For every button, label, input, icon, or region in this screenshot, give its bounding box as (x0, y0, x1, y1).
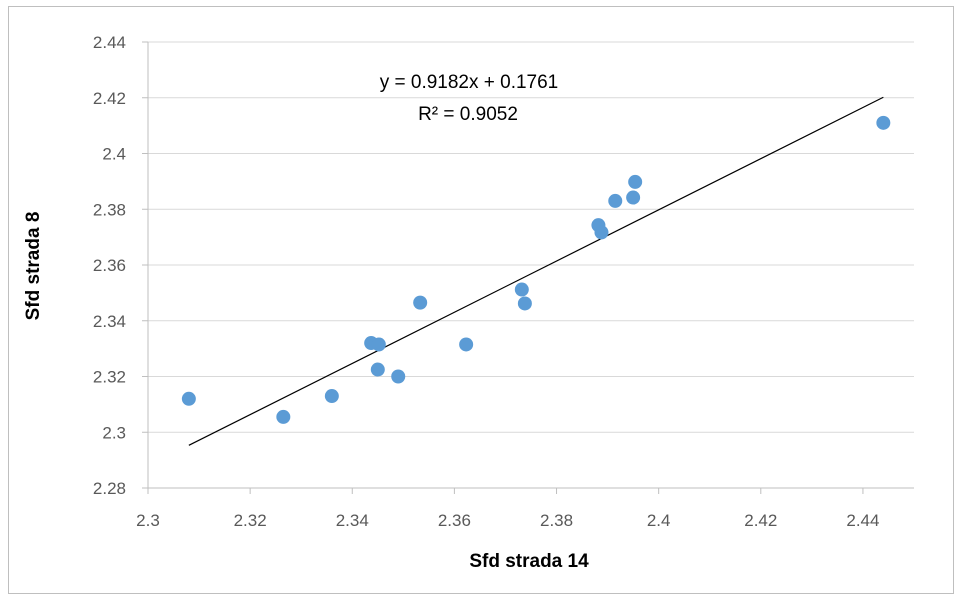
x-tick-label: 2.3 (136, 511, 160, 530)
y-tick-label: 2.34 (93, 312, 126, 331)
y-tick-label: 2.38 (93, 200, 126, 219)
y-tick-label: 2.28 (93, 479, 126, 498)
data-point (391, 369, 406, 384)
axes (142, 41, 914, 494)
x-tick-label: 2.38 (540, 511, 573, 530)
data-point (514, 282, 529, 297)
trendline-group (188, 96, 884, 446)
data-point (876, 115, 891, 130)
data-points (181, 115, 891, 424)
data-point (413, 295, 428, 310)
y-tick-label: 2.4 (102, 145, 126, 164)
trendline-equation: y = 0.9182x + 0.1761 (380, 72, 559, 93)
y-axis-ticks: 2.28 2.3 2.32 2.34 2.36 2.38 2.4 2.42 2.44 (93, 33, 126, 498)
x-tick-label: 2.4 (647, 511, 671, 530)
y-tick-label: 2.42 (93, 89, 126, 108)
data-point (517, 296, 532, 311)
trendline (188, 96, 884, 446)
data-point (181, 391, 196, 406)
data-point (324, 389, 339, 404)
x-tick-label: 2.44 (846, 511, 879, 530)
data-point (594, 225, 609, 240)
y-tick-label: 2.32 (93, 368, 126, 387)
data-point (608, 193, 623, 208)
x-axis-ticks: 2.3 2.32 2.34 2.36 2.38 2.4 2.42 2.44 (136, 511, 879, 530)
x-axis-title: Sfd strada 14 (469, 551, 589, 572)
y-tick-label: 2.36 (93, 256, 126, 275)
gridlines (148, 41, 914, 433)
y-axis-title: Sfd strada 8 (23, 212, 44, 321)
chart-frame (8, 6, 954, 594)
x-tick-label: 2.32 (234, 511, 267, 530)
data-point (276, 409, 291, 424)
y-tick-label: 2.44 (93, 33, 126, 52)
r-squared-label: R² = 0.9052 (418, 104, 518, 125)
data-point (628, 174, 643, 189)
x-tick-label: 2.42 (744, 511, 777, 530)
data-point (370, 362, 385, 377)
x-tick-label: 2.34 (336, 511, 369, 530)
data-point (371, 337, 386, 352)
x-tick-label: 2.36 (438, 511, 471, 530)
data-point (626, 190, 641, 205)
y-tick-label: 2.3 (102, 423, 126, 442)
data-point (459, 337, 474, 352)
